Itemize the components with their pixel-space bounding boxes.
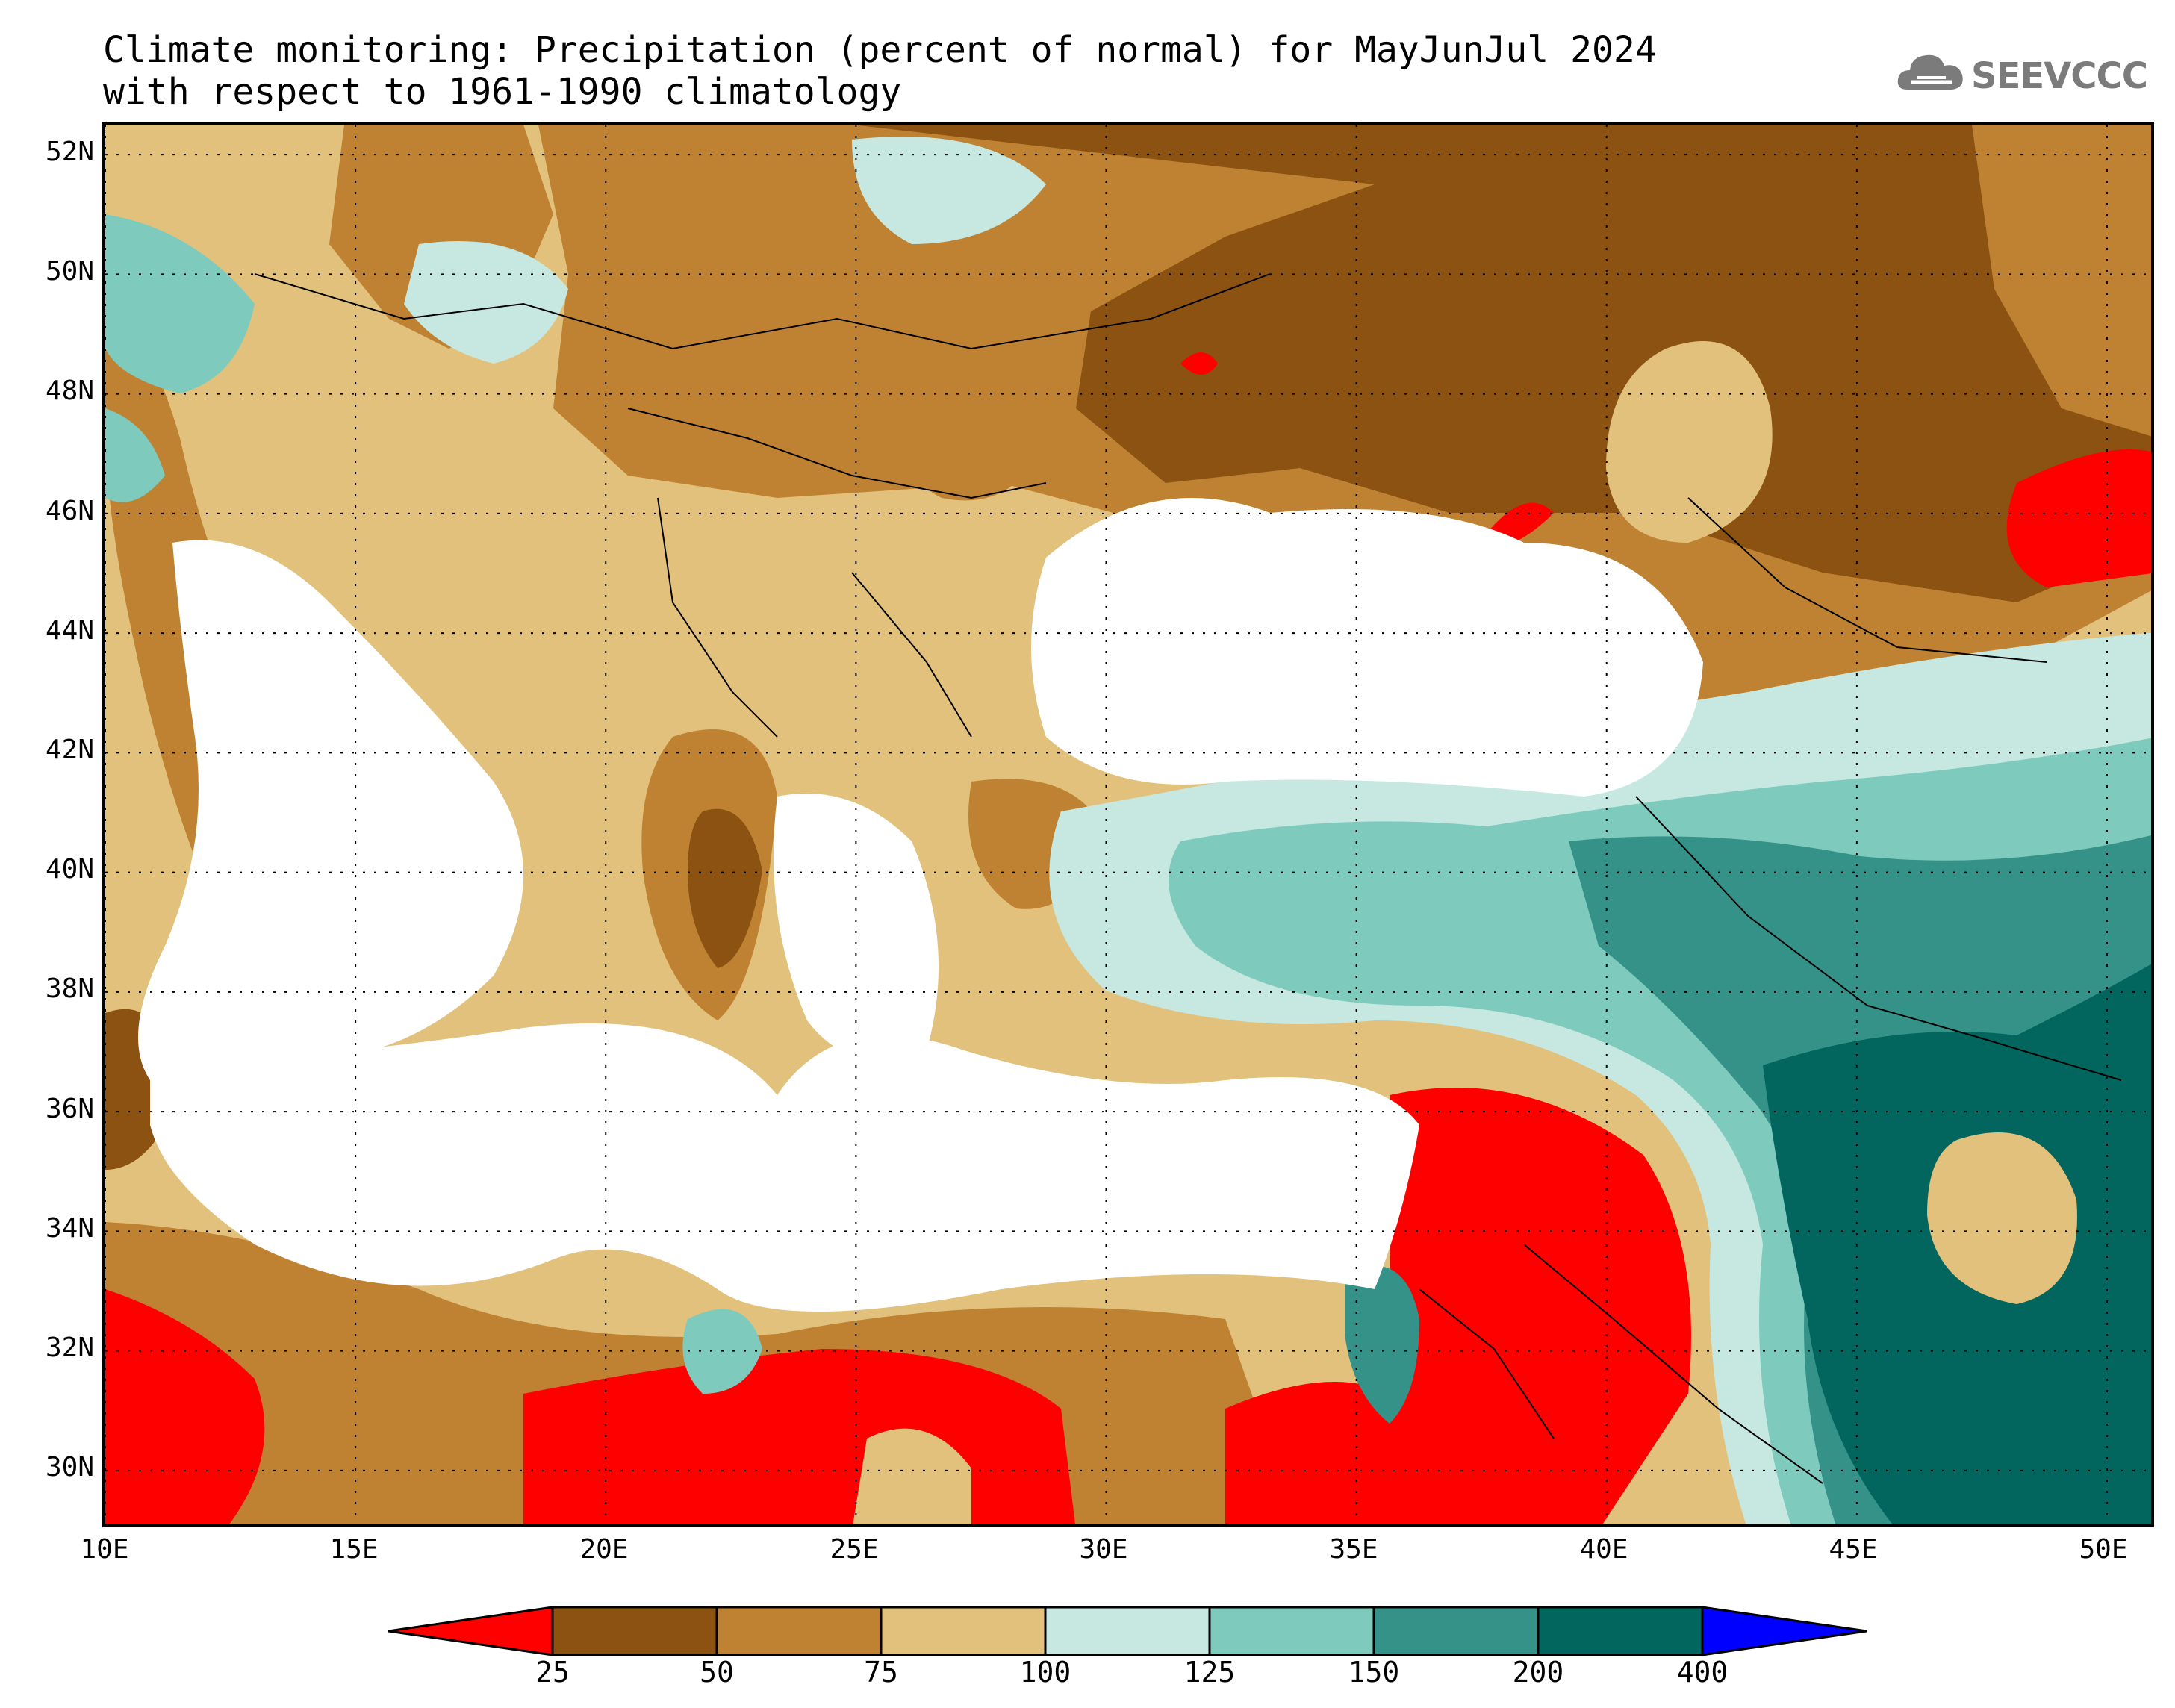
sea-black [1031,498,1703,797]
seevccc-logo: SEEVCCC [1896,45,2165,105]
lat-label-34n: 34N [45,1213,94,1244]
colorbar-lt25 [388,1606,554,1656]
region-75-100-iran [1927,1132,2077,1304]
lat-label-32n: 32N [45,1333,94,1363]
lat-label-38n: 38N [45,973,94,1004]
region-lt25-egypt-e [1225,1382,1390,1524]
lat-label-36n: 36N [45,1094,94,1124]
lon-label-50e: 50E [2079,1534,2128,1565]
colorbar-label-100: 100 [1019,1656,1071,1689]
colorbar-200-400 [1537,1606,1704,1656]
region-lt25-libya-w [105,1289,265,1524]
lat-label-44n: 44N [45,615,94,646]
region-25-50-north [852,125,2151,602]
region-125-150-germany [105,214,255,393]
colorbar [388,1606,1867,1656]
lon-label-45e: 45E [1829,1534,1878,1565]
lat-label-42n: 42N [45,735,94,765]
region-25-50-greece [688,808,762,968]
colorbar-label-200: 200 [1512,1656,1564,1689]
colorbar-label-125: 125 [1183,1656,1236,1689]
region-125-150-alps-w [105,408,165,502]
region-150-200-jordan [1345,1265,1419,1424]
sea-adriatic-tyrrhenian [138,540,523,1085]
title-line-2: with respect to 1961-1990 climatology [103,71,902,113]
region-50-75-romania [901,370,1046,501]
lat-label-40n: 40N [45,854,94,885]
colorbar-50-75 [715,1606,883,1656]
sea-mediterranean [150,1023,1419,1312]
region-lt25-caspian [2006,449,2151,587]
lat-label-46n: 46N [45,496,94,526]
lon-label-30e: 30E [1079,1534,1128,1565]
region-75-100-egypt [853,1428,971,1524]
colorbar-label-150: 150 [1348,1656,1400,1689]
cloud-icon [1897,54,1963,90]
lon-label-15e: 15E [329,1534,379,1565]
lon-label-20e: 20E [579,1534,629,1565]
colorbar-150-200 [1372,1606,1540,1656]
region-lt25-ukraine [1180,352,1218,375]
lat-label-50n: 50N [45,256,94,287]
region-50-75-pannonia [673,272,837,446]
colorbar-label-50: 50 [700,1656,734,1689]
map-canvas [105,125,2151,1524]
region-100-125-poland [852,137,1046,244]
region-100-125-czech [404,241,568,364]
title-line-1: Climate monitoring: Precipitation (perce… [103,29,1657,71]
colorbar-100-125 [1044,1606,1211,1656]
lat-label-30n: 30N [45,1452,94,1483]
lon-label-10e: 10E [80,1534,129,1565]
colorbar-label-400: 400 [1676,1656,1729,1689]
colorbar-label-25: 25 [535,1656,570,1689]
lon-label-40e: 40E [1579,1534,1628,1565]
lon-label-25e: 25E [830,1534,879,1565]
country-borders [254,273,2122,1484]
colorbar-gt400 [1701,1606,1867,1656]
precipitation-map [102,122,2154,1527]
region-lt25-levant [1390,1088,1691,1524]
lon-label-35e: 35E [1329,1534,1378,1565]
colorbar-25-50 [551,1606,718,1656]
colorbar-label-75: 75 [864,1656,898,1689]
sea-aegean [774,794,939,1061]
lat-label-52n: 52N [45,137,94,167]
colorbar-75-100 [880,1606,1047,1656]
colorbar-125-150 [1208,1606,1375,1656]
region-75-100-don [1606,341,1773,543]
lat-label-48n: 48N [45,375,94,406]
logo-text: SEEVCCC [1971,55,2148,97]
